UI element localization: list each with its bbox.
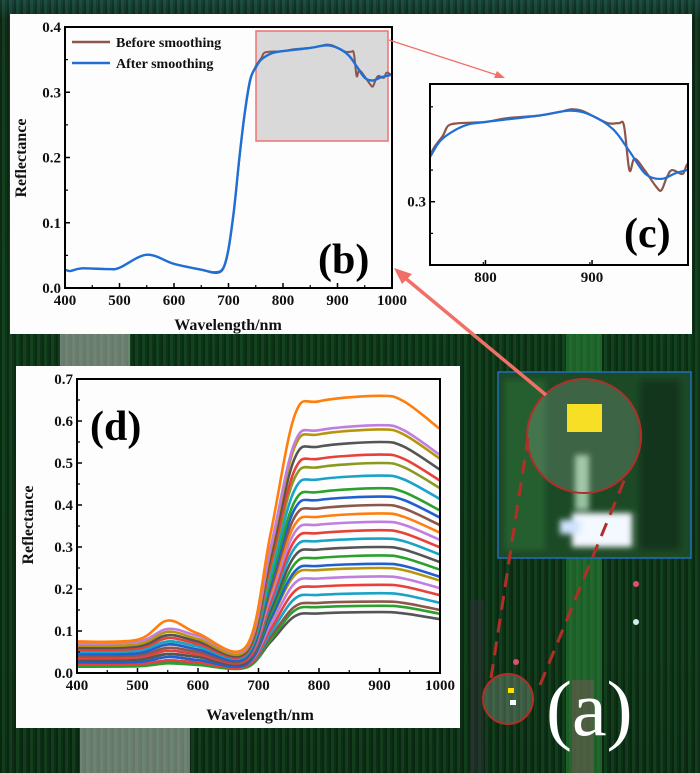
c-y-tick-label: 0.3 xyxy=(407,195,426,211)
inset-border xyxy=(497,371,692,559)
y-axis-label-d: Reflectance xyxy=(20,485,37,564)
b-x-tick-label: 600 xyxy=(163,293,186,309)
magnified-circle xyxy=(526,378,642,494)
dashed-connector xyxy=(489,437,628,686)
legend: Before smoothing After smoothing xyxy=(72,36,221,72)
d-y-tick-label: 0.4 xyxy=(54,498,73,514)
d-y-tick-label: 0.6 xyxy=(54,414,73,430)
spectrum-series xyxy=(77,474,440,661)
panel-b-chart: 400 500 600 700 800 900 1000 0.0 0.1 0.2 0.3 0.4 Be… xyxy=(13,20,407,334)
c-x-tick-label: 800 xyxy=(474,270,497,286)
d-x-tick-label: 500 xyxy=(126,678,149,694)
panel-label-b: (b) xyxy=(318,237,369,283)
b-x-tick-label: 400 xyxy=(54,293,77,309)
spectrum-series xyxy=(77,495,440,662)
spectrum-series xyxy=(77,503,440,664)
d-x-tick-label: 900 xyxy=(368,678,391,694)
legend-label-before: Before smoothing xyxy=(116,36,221,51)
spectrum-series xyxy=(77,440,440,658)
b-x-tick-label: 900 xyxy=(326,293,349,309)
b-y-tick-label: 0.3 xyxy=(42,85,61,101)
series-after-smoothing xyxy=(65,44,392,274)
d-x-tick-label: 400 xyxy=(66,678,89,694)
panel-c-chart: 800 900 0.3 (c) xyxy=(407,83,689,286)
x-axis-label-d: Wavelength/nm xyxy=(206,707,314,724)
spectrum-series xyxy=(77,423,440,654)
b-y-tick-label: 0.1 xyxy=(42,216,61,232)
spectrum-series xyxy=(77,545,440,667)
zoom-arrow-b-to-c xyxy=(388,39,505,78)
panel-label-a: (a) xyxy=(546,665,633,752)
spectrum-series xyxy=(77,394,440,654)
legend-label-after: After smoothing xyxy=(116,57,213,72)
b-y-tick-label: 0.2 xyxy=(42,151,61,167)
b-y-tick-label: 0.4 xyxy=(42,20,61,36)
b-x-tick-label: 800 xyxy=(272,293,295,309)
b-x-tick-label: 1000 xyxy=(377,293,407,309)
d-y-tick-label: 0.7 xyxy=(54,372,73,388)
target-marker xyxy=(567,404,602,432)
d-y-tick-label: 0.0 xyxy=(54,666,73,682)
x-axis-label-b: Wavelength/nm xyxy=(174,317,282,334)
panel-d-chart: 400 500 600 700 800 900 1000 0.0 0.1 0.2 0.3 0.4 0.5… xyxy=(20,372,455,724)
panel-label-c: (c) xyxy=(624,211,671,257)
spectrum-series xyxy=(77,528,440,665)
d-x-tick-label: 700 xyxy=(247,678,270,694)
d-x-tick-label: 600 xyxy=(187,678,210,694)
panel-label-d: (d) xyxy=(90,404,141,450)
d-x-tick-label: 1000 xyxy=(425,678,455,694)
spectrum-series xyxy=(77,604,440,671)
highlight-region-box xyxy=(255,30,389,142)
d-y-tick-label: 0.3 xyxy=(54,540,73,556)
arrow-a-to-b xyxy=(394,268,548,397)
spectrum-series xyxy=(77,583,440,670)
b-y-tick-label: 0.0 xyxy=(42,281,61,297)
y-axis-label-b: Reflectance xyxy=(13,118,30,197)
b-x-tick-label: 700 xyxy=(217,293,240,309)
d-y-tick-label: 0.2 xyxy=(54,582,73,598)
sample-location xyxy=(482,673,534,725)
b-x-tick-label: 500 xyxy=(108,293,131,309)
c-x-tick-label: 900 xyxy=(581,270,604,286)
spectrum-series xyxy=(77,562,440,668)
d-y-tick-label: 0.5 xyxy=(54,456,73,472)
spectrum-series xyxy=(77,453,440,660)
zoom-series-after-smoothing xyxy=(430,109,688,181)
plot-frame-c xyxy=(429,83,689,266)
panel-a-inset xyxy=(497,371,692,559)
d-x-tick-label: 800 xyxy=(308,678,331,694)
d-y-tick-label: 0.1 xyxy=(54,624,73,640)
